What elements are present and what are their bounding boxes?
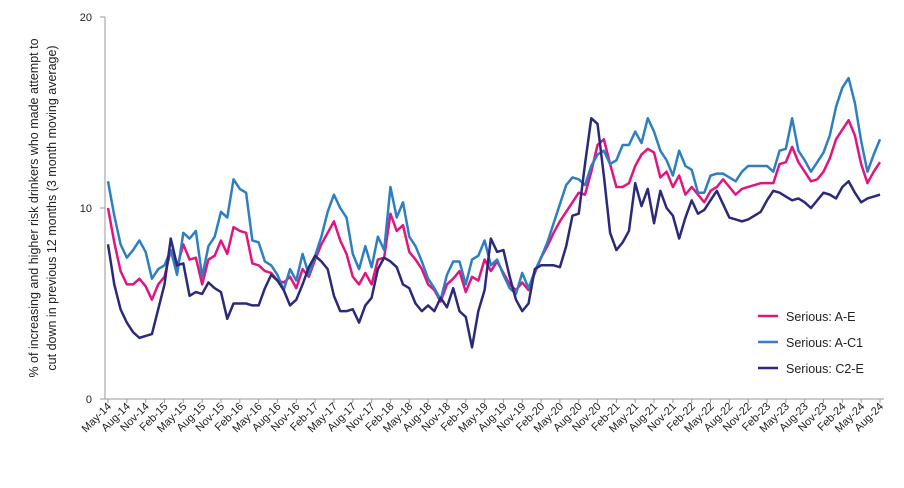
y-tick-label: 20 (80, 12, 92, 24)
series-line (106, 118, 882, 303)
legend-label: Serious: A-E (786, 310, 855, 324)
y-axis-label: % of increasing and higher risk drinkers… (27, 38, 41, 377)
series-line (106, 116, 881, 349)
y-tick-label: 10 (80, 203, 92, 215)
y-axis-label: cut down in previous 12 months (3 month … (45, 45, 59, 370)
series-line (106, 76, 882, 301)
legend-label: Serious: A-C1 (786, 336, 863, 350)
legend-label: Serious: C2-E (786, 362, 864, 376)
y-tick-label: 0 (86, 394, 92, 406)
